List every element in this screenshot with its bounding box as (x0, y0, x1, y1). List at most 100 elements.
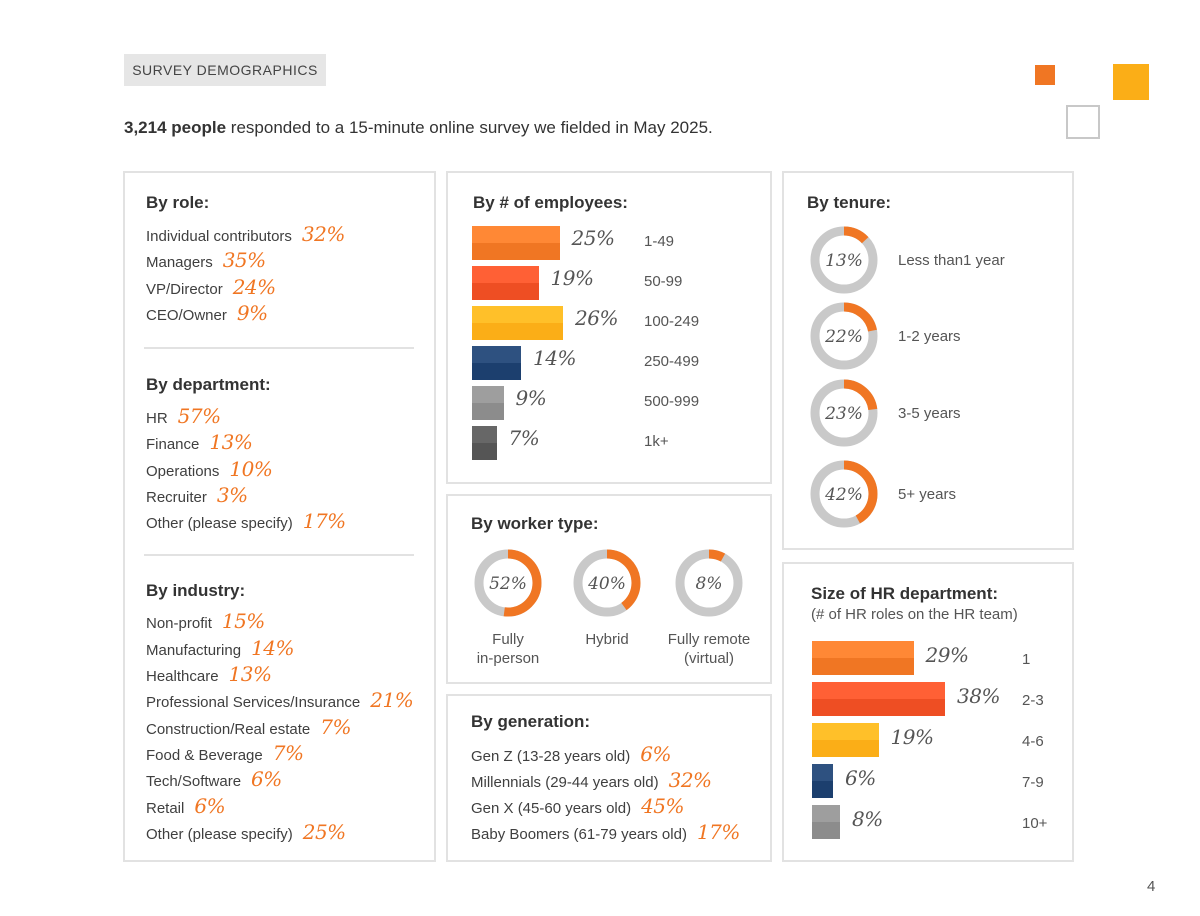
employees-bar (472, 226, 560, 260)
hrsize-bar-label: 10+ (1022, 815, 1048, 832)
industry-row: Other (please specify) 25% (146, 820, 346, 844)
tenure-label: Less than1 year (898, 252, 1005, 269)
tenure-donut-pct: 22% (824, 327, 863, 347)
worker-donut: 52% (474, 549, 542, 617)
worker-label: Fully in-person (448, 630, 568, 668)
role-row: VP/Director 24% (146, 275, 276, 299)
hrsize-bar-pct: 8% (852, 807, 883, 831)
hrsize-bar (812, 723, 879, 757)
industry-row: Retail 6% (146, 794, 226, 818)
hrsize-bar-label: 4-6 (1022, 733, 1044, 750)
employees-bar-pct: 26% (575, 306, 618, 330)
industry-row: Non-profit 15% (146, 609, 265, 633)
intro-text: 3,214 people responded to a 15-minute on… (124, 118, 713, 138)
employees-bar-label: 50-99 (644, 273, 683, 290)
decor-orange-square (1035, 65, 1055, 85)
tenure-donut-slice (810, 226, 878, 294)
role-row: Managers 35% (146, 248, 266, 272)
tenure-title: By tenure: (807, 193, 892, 212)
left-panel (123, 171, 436, 862)
department-row: HR 57% (146, 404, 221, 428)
tenure-donut-pct: 42% (824, 485, 863, 505)
role-pct: 32% (301, 222, 345, 246)
department-row: Other (please specify) 17% (146, 509, 346, 533)
employees-bar (472, 266, 539, 300)
hrsize-bar (812, 641, 914, 675)
industry-pct: 7% (272, 741, 304, 765)
industry-pct: 25% (302, 820, 346, 844)
worker-donut: 40% (573, 549, 641, 617)
worker-label: Hybrid (547, 630, 667, 649)
department-row: Finance 13% (146, 430, 253, 454)
hrsize-bar-pct: 19% (890, 725, 934, 749)
tenure-donut-slice (810, 379, 878, 447)
role-pct: 9% (236, 301, 268, 325)
worker-donut-pct: 52% (489, 574, 527, 594)
tenure-label: 5+ years (898, 486, 956, 503)
industry-row: Healthcare 13% (146, 662, 272, 686)
generation-row: Gen Z (13-28 years old) 6% (471, 742, 671, 766)
worker-donut-slice (675, 549, 743, 617)
department-pct: 10% (229, 457, 273, 481)
employees-bar-pct: 9% (515, 386, 547, 410)
worker-panel (446, 494, 772, 684)
industry-row: Manufacturing 14% (146, 636, 295, 660)
industry-pct: 6% (251, 767, 282, 791)
industry-pct: 21% (370, 688, 414, 712)
hrsize-bar-label: 2-3 (1022, 692, 1044, 709)
industry-pct: 14% (251, 636, 295, 660)
department-pct: 13% (209, 430, 253, 454)
tenure-donut: 42% (810, 460, 878, 528)
department-pct: 57% (177, 404, 221, 428)
hrsize-title: Size of HR department: (811, 584, 999, 603)
hrsize-bar (812, 682, 945, 716)
industry-row: Tech/Software 6% (146, 767, 282, 791)
industry-row: Professional Services/Insurance 21% (146, 688, 414, 712)
role-title: By role: (146, 193, 210, 212)
industry-pct: 15% (221, 609, 265, 633)
role-row: Individual contributors 32% (146, 222, 345, 246)
tenure-donut: 22% (810, 302, 878, 370)
tenure-donut-pct: 23% (824, 404, 863, 424)
generation-panel (446, 694, 772, 862)
worker-label: Fully remote (virtual) (649, 630, 769, 668)
worker-donut-pct: 40% (587, 574, 626, 594)
employees-bar (472, 346, 521, 380)
generation-pct: 32% (668, 768, 712, 792)
employees-bar-label: 250-499 (644, 353, 700, 370)
worker-donut: 8% (675, 549, 743, 617)
employees-bar-pct: 19% (550, 266, 594, 290)
employees-bar-label: 500-999 (644, 393, 700, 410)
industry-row: Construction/Real estate 7% (146, 715, 351, 739)
tenure-label: 3-5 years (898, 405, 961, 422)
tenure-label: 1-2 years (898, 328, 961, 345)
employees-bar (472, 306, 563, 340)
worker-label-line2: in-person (476, 650, 540, 667)
intro-rest: responded to a 15-minute online survey w… (230, 118, 713, 137)
industry-pct: 13% (228, 662, 272, 686)
decor-outline-square (1066, 105, 1100, 139)
generation-title: By generation: (471, 712, 591, 731)
employees-bar (472, 426, 497, 460)
industry-row: Food & Beverage 7% (146, 741, 304, 765)
tenure-donut-pct: 13% (825, 251, 863, 271)
employees-bar-pct: 14% (533, 346, 576, 370)
tenure-donut: 23% (810, 379, 878, 447)
employees-bar-label: 100-249 (644, 313, 700, 330)
worker-donut-slice (474, 549, 542, 617)
hrsize-bar-pct: 29% (925, 643, 969, 667)
worker-donut-pct: 8% (696, 574, 723, 594)
worker-donut-slice (573, 549, 641, 617)
worker-label-line1: Fully remote (667, 631, 751, 648)
department-pct: 17% (302, 509, 346, 533)
industry-pct: 6% (194, 794, 226, 818)
generation-pct: 45% (641, 794, 685, 818)
employees-bar-label: 1-49 (644, 233, 675, 250)
hrsize-bar (812, 764, 833, 798)
tenure-donut-slice (810, 460, 878, 528)
employees-title: By # of employees: (473, 193, 628, 212)
role-row: CEO/Owner 9% (146, 301, 268, 325)
worker-label-line1: Fully (492, 631, 524, 648)
department-row: Recruiter 3% (146, 483, 248, 507)
hrsize-bar-pct: 6% (845, 766, 876, 790)
